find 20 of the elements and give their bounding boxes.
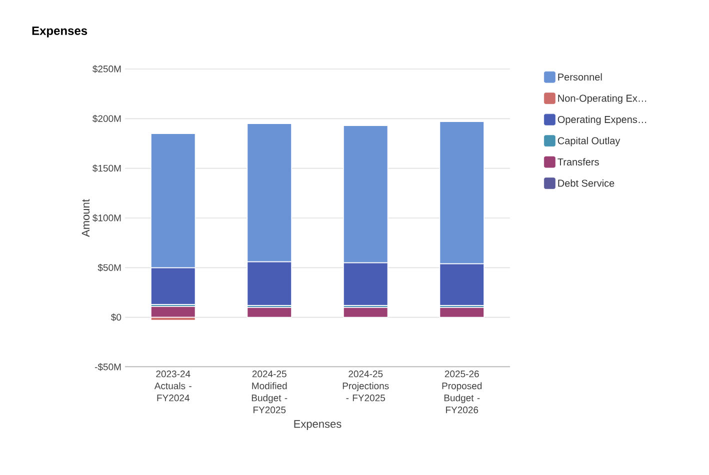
- legend-label: Transfers: [558, 158, 599, 166]
- x-tick-label: 2024-25 Modified Budget - FY2025: [252, 370, 288, 414]
- y-tick-label: -$50M: [94, 363, 121, 371]
- x-axis-title: Expenses: [294, 420, 342, 430]
- y-tick-label: $0: [111, 313, 122, 322]
- x-tick-label: 2025-26 Proposed Budget - FY2026: [442, 370, 482, 414]
- x-tick-label: 2024-25 Projections - FY2025: [342, 370, 389, 402]
- y-tick-label: $100M: [92, 214, 121, 222]
- y-tick-label: $250M: [92, 65, 121, 73]
- x-tick-label: 2023-24 Actuals - FY2024: [154, 370, 192, 402]
- chart-title: Expenses: [32, 26, 88, 38]
- y-axis-title: Amount: [82, 199, 90, 237]
- y-tick-label: $50M: [98, 264, 121, 272]
- legend-label: Capital Outlay: [558, 136, 620, 146]
- legend-label: Personnel: [558, 73, 602, 81]
- y-tick-label: $150M: [92, 164, 121, 172]
- legend-label: Operating Expens…: [558, 116, 646, 126]
- legend-label: Debt Service: [558, 179, 614, 187]
- y-tick-label: $200M: [92, 114, 121, 123]
- legend-label: Non-Operating Ex…: [558, 94, 646, 104]
